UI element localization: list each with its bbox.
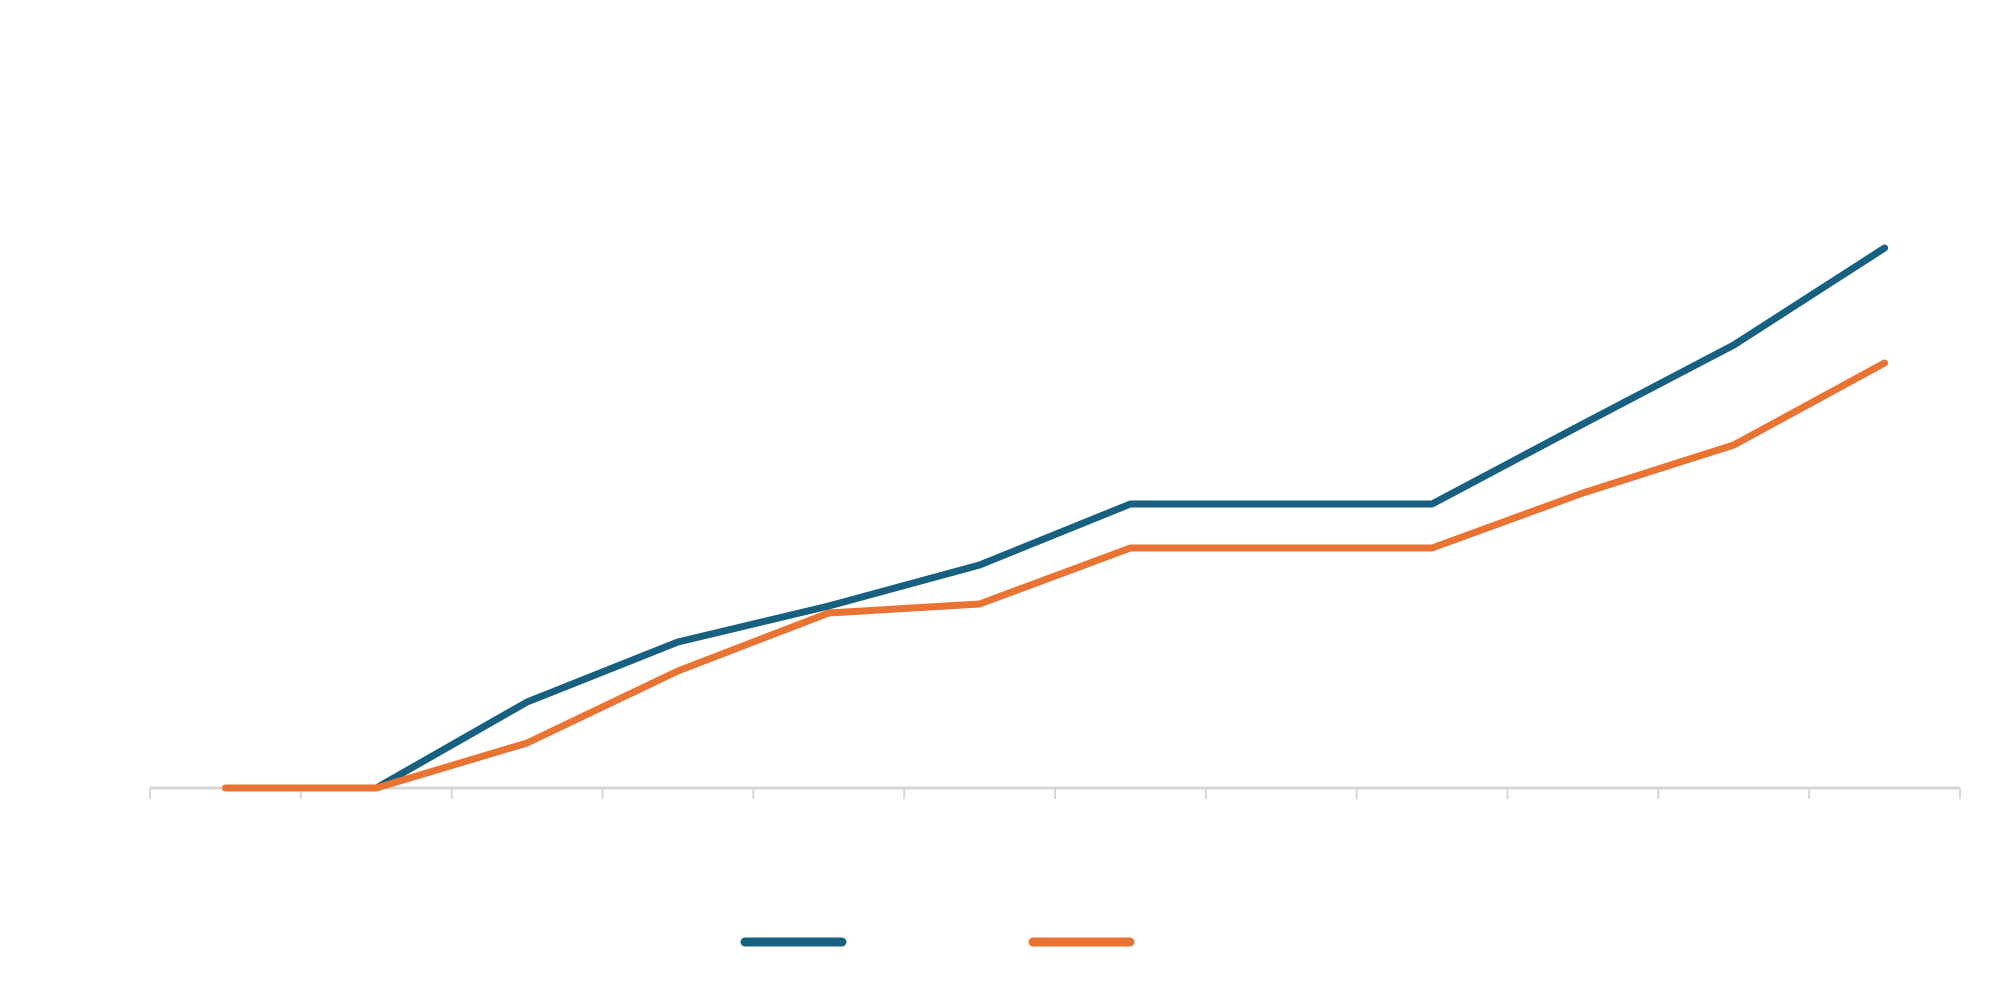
x-axis — [149, 786, 1961, 799]
series-lines — [221, 244, 1889, 792]
series-line-1 — [372, 244, 1889, 792]
series-line-2 — [221, 359, 1889, 792]
